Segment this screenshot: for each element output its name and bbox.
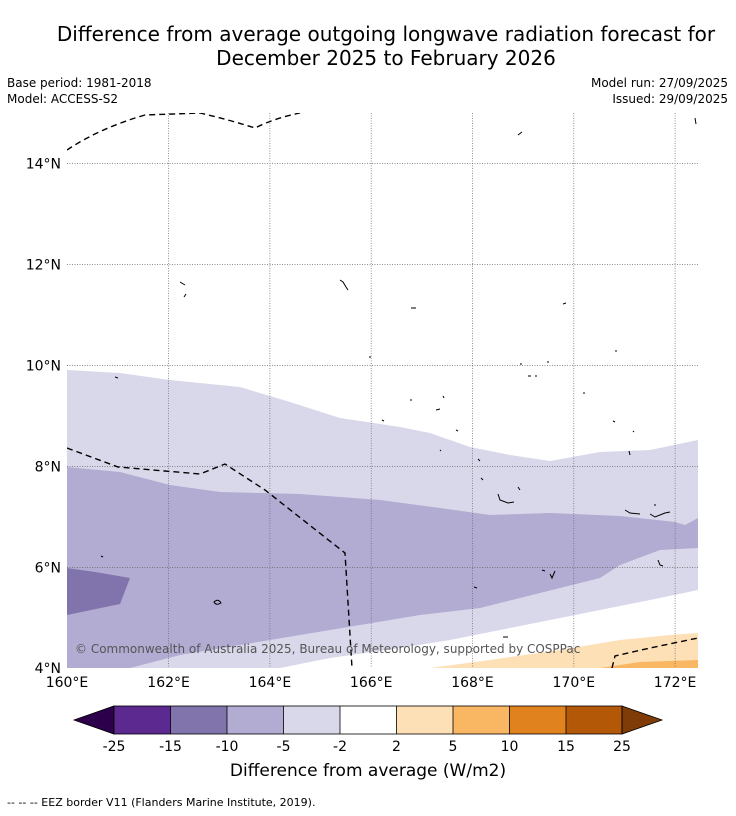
colorbar-tick-9: 15	[557, 739, 575, 755]
colorbar-bin-3	[227, 706, 284, 734]
colorbar: -25 -15 -10 -5 -2 2 5 10 15 25	[72, 705, 664, 755]
lat-tick-12: 12°N	[26, 258, 61, 274]
gridlines	[67, 113, 698, 668]
meta-right: Model run: 27/09/2025 Issued: 29/09/2025	[591, 75, 728, 107]
colorbar-tick-7: 5	[449, 739, 458, 755]
lat-tick-6: 6°N	[35, 561, 61, 577]
lat-tick-4: 4°N	[35, 661, 61, 677]
contour-band-pos5-pos10	[600, 660, 698, 668]
colorbar-bin-5	[340, 706, 397, 734]
colorbar-tick-5: -2	[333, 739, 347, 755]
lon-tick-162: 162°E	[147, 675, 190, 691]
colorbar-frame	[113, 705, 623, 735]
lat-tick-10: 10°N	[26, 359, 61, 375]
issued-text: Issued: 29/09/2025	[612, 92, 728, 106]
title-line-2: December 2025 to February 2026	[216, 46, 556, 70]
footer-note: -- -- -- EEZ border V11 (Flanders Marine…	[7, 796, 316, 809]
colorbar-tick-8: 10	[501, 739, 519, 755]
base-period-text: Base period: 1981-2018	[7, 76, 152, 90]
contour-band-neg10-neg15	[67, 568, 130, 615]
islands	[100, 117, 697, 638]
colorbar-tick-6: 2	[392, 739, 401, 755]
colorbar-tick-3: -10	[216, 739, 239, 755]
colorbar-bin-7	[453, 706, 510, 734]
contour-band-pos2-pos5	[430, 633, 698, 668]
colorbar-bin-1	[114, 706, 171, 734]
colorbar-tick-4: -5	[277, 739, 291, 755]
map-plot-area: © Commonwealth of Australia 2025, Bureau…	[67, 113, 698, 668]
lon-tick-164: 164°E	[249, 675, 292, 691]
meta-left: Base period: 1981-2018 Model: ACCESS-S2	[7, 75, 152, 107]
colorbar-title: Difference from average (W/m2)	[229, 761, 507, 781]
lon-tick-166: 166°E	[350, 675, 393, 691]
eez-borders	[67, 113, 698, 668]
map-title: Difference from average outgoing longwav…	[0, 22, 736, 70]
title-line-1: Difference from average outgoing longwav…	[56, 22, 716, 46]
colorbar-bin-6	[396, 706, 453, 734]
colorbar-tick-10: 25	[613, 739, 631, 755]
colorbar-under-arrow	[72, 705, 115, 735]
colorbar-bin-4	[283, 706, 340, 734]
colorbar-tick-1: -25	[103, 739, 126, 755]
colorbar-bin-9	[566, 706, 622, 734]
copyright-text: © Commonwealth of Australia 2025, Bureau…	[75, 642, 580, 656]
colorbar-bin-2	[170, 706, 227, 734]
model-run-text: Model run: 27/09/2025	[590, 76, 728, 90]
lat-tick-8: 8°N	[35, 460, 61, 476]
colorbar-bin-8	[509, 706, 566, 734]
lon-tick-170: 170°E	[553, 675, 596, 691]
lat-tick-14: 14°N	[26, 157, 61, 173]
lon-tick-172: 172°E	[654, 675, 697, 691]
model-text: Model: ACCESS-S2	[7, 92, 119, 106]
lon-tick-160: 160°E	[46, 675, 89, 691]
lon-tick-168: 168°E	[451, 675, 494, 691]
lat-tick-labels: 4°N 6°N 8°N 10°N 12°N 14°N	[26, 157, 61, 678]
lon-tick-labels: 160°E 162°E 164°E 166°E 168°E 170°E 172°…	[46, 675, 697, 691]
colorbar-over-arrow	[621, 705, 664, 735]
colorbar-tick-2: -15	[159, 739, 182, 755]
